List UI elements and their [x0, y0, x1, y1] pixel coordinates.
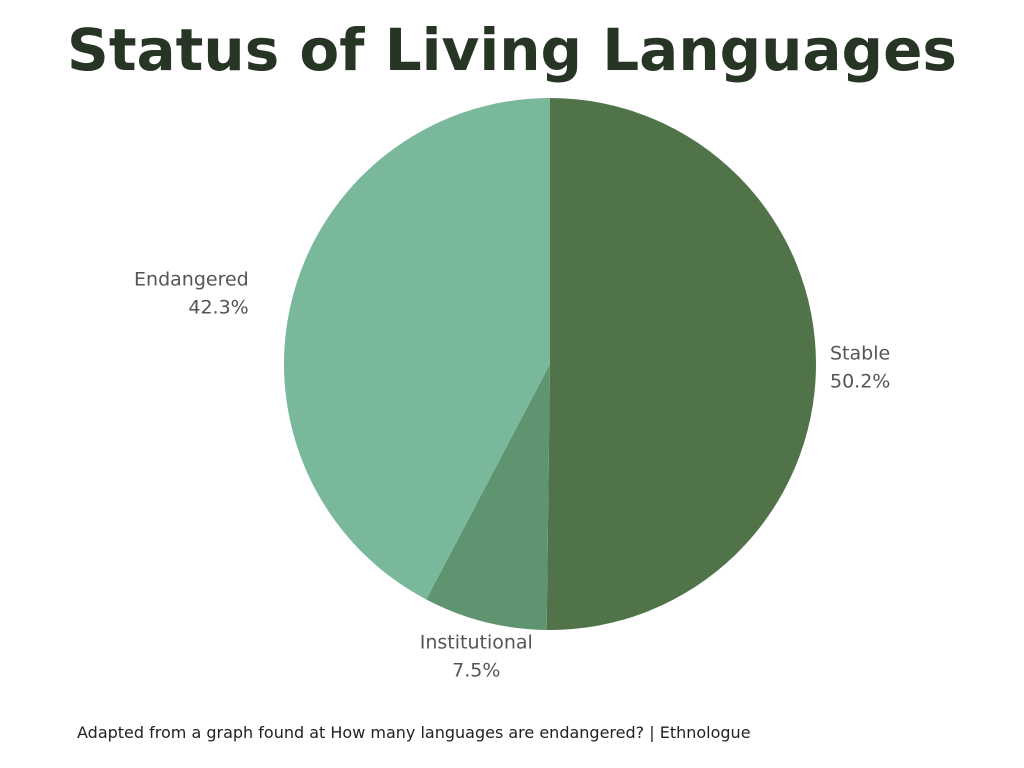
slice-label: Institutional: [420, 631, 533, 653]
slice-label: Endangered: [134, 269, 249, 291]
pie-slice: [546, 98, 816, 630]
pie-slice: [283, 98, 550, 600]
slice-value: 42.3%: [188, 297, 248, 319]
slice-value: 50.2%: [830, 370, 890, 392]
chart-title: Status of Living Languages: [67, 16, 957, 84]
slice-label: Stable: [830, 342, 890, 364]
source-note: Adapted from a graph found at How many l…: [77, 723, 751, 742]
slice-value: 7.5%: [452, 659, 500, 681]
pie-slice: [426, 364, 550, 630]
